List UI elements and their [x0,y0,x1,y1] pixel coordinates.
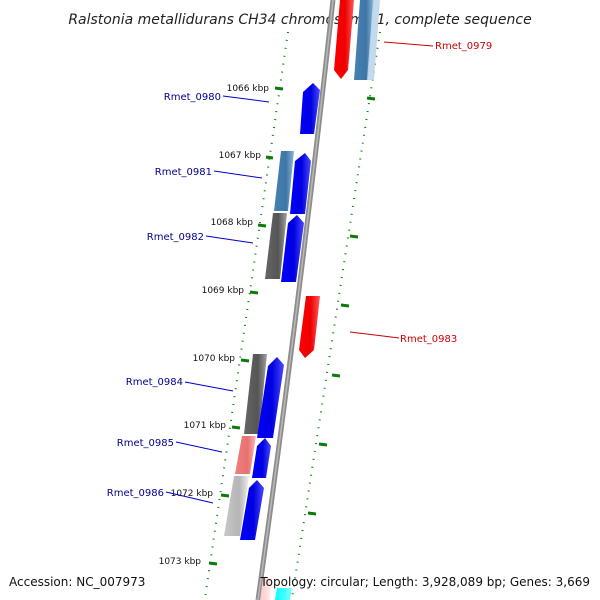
leader-rmet-0985 [175,441,223,453]
left-major-ticks [208,86,284,566]
ruler-label: 1070 kbp [193,354,236,364]
topology-text: Topology: circular; Length: 3,928,089 bp… [259,575,590,589]
gene-rmet-0984[interactable] [257,357,284,438]
leader-rmet-0981 [213,170,263,179]
cog-block-silver [224,476,249,536]
ruler-label: 1071 kbp [184,421,227,431]
gene-label[interactable]: Rmet_0986 [107,488,164,499]
chromosome-backbone [255,0,336,600]
ruler-label: 1069 kbp [202,286,245,296]
leader-rmet-0986 [165,491,214,504]
ruler-label: 1068 kbp [211,218,254,228]
cog-block-gray [244,354,267,434]
cog-block-gray [265,213,287,279]
gene-label[interactable]: Rmet_0985 [117,438,174,449]
gene-rmet-0983[interactable] [299,296,320,358]
leader-rmet-0982 [205,235,254,244]
leader-rmet-0980 [222,95,270,103]
gene-label[interactable]: Rmet_0981 [155,167,212,178]
gene-label[interactable]: Rmet_0979 [435,41,492,52]
cog-block-highlight [367,0,380,80]
gene-label[interactable]: Rmet_0982 [147,232,204,243]
cog-track [224,0,380,600]
gene-label[interactable]: Rmet_0983 [400,334,457,345]
cog-block-steel [274,151,294,211]
ruler-label: 1066 kbp [227,84,270,94]
ruler-label: 1067 kbp [219,151,262,161]
reverse-gene-track [299,0,354,358]
cog-block-pink [235,436,256,474]
map-title: Ralstonia metallidurans CH34 chromosome … [68,12,531,28]
gene-rmet-0981[interactable] [290,153,311,214]
gene-label[interactable]: Rmet_0984 [126,377,183,388]
forward-gene-track [240,83,320,540]
gene-rmet-0980[interactable] [300,83,320,134]
accession-text: Accession: NC_007973 [9,575,145,589]
ruler-label: 1072 kbp [171,489,214,499]
right-major-ticks [307,96,376,516]
gene-label[interactable]: Rmet_0980 [164,92,221,103]
gene-rmet-0979[interactable] [334,0,354,79]
gene-rmet-0986[interactable] [240,480,264,540]
gene-rmet-0985[interactable] [252,438,271,478]
cog-block-cyan [275,588,292,600]
cog-block-lightpink [260,578,272,600]
gene-label-leaders [165,41,434,504]
leader-rmet-0983 [349,331,400,339]
leader-rmet-0979 [383,41,434,47]
gene-rmet-0982[interactable] [281,215,304,282]
leader-rmet-0984 [184,381,234,392]
ruler-label: 1073 kbp [159,557,202,567]
chromosome-backbone-highlight [257,0,334,600]
